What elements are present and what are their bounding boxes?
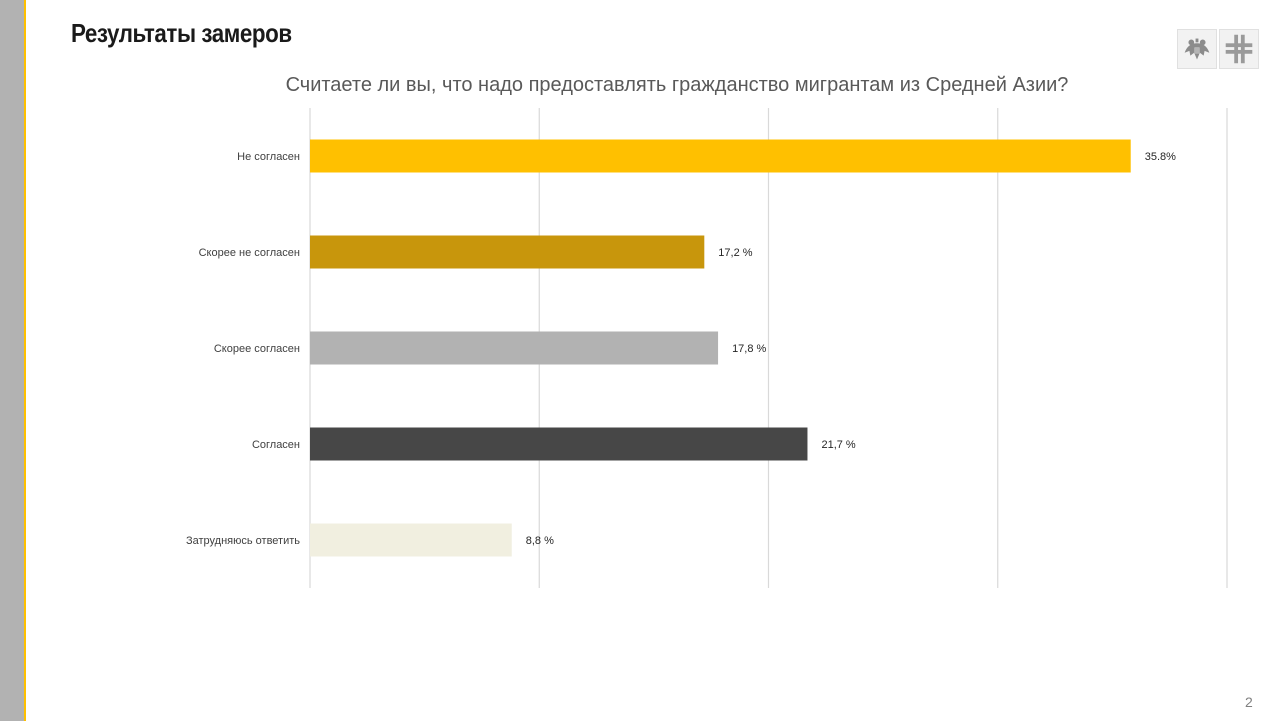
- bar-0: [310, 139, 1131, 173]
- bar-4: [310, 523, 512, 557]
- category-label-0: Не согласен: [237, 151, 300, 163]
- side-accent-bar: [0, 0, 24, 721]
- data-label-4: 8,8 %: [526, 535, 554, 547]
- data-label-3: 21,7 %: [821, 439, 855, 451]
- data-label-1: 17,2 %: [718, 247, 752, 259]
- category-label-1: Скорее не согласен: [199, 247, 300, 259]
- slide-title: Результаты замеров: [71, 18, 292, 48]
- category-label-3: Согласен: [252, 439, 300, 451]
- data-label-2: 17,8 %: [732, 343, 766, 355]
- bar-1: [310, 235, 705, 269]
- bar-2: [310, 331, 719, 365]
- page-number: 2: [1245, 694, 1253, 710]
- category-label-2: Скорее согласен: [214, 343, 300, 355]
- cross-grid-icon: [1219, 29, 1259, 69]
- bar-3: [310, 427, 808, 461]
- category-label-4: Затрудняюсь ответить: [186, 535, 300, 547]
- side-accent-line: [24, 0, 26, 721]
- double-headed-eagle-icon: [1177, 29, 1217, 69]
- data-label-0: 35.8%: [1145, 151, 1176, 163]
- chart-title: Считаете ли вы, что надо предоставлять г…: [285, 74, 1069, 96]
